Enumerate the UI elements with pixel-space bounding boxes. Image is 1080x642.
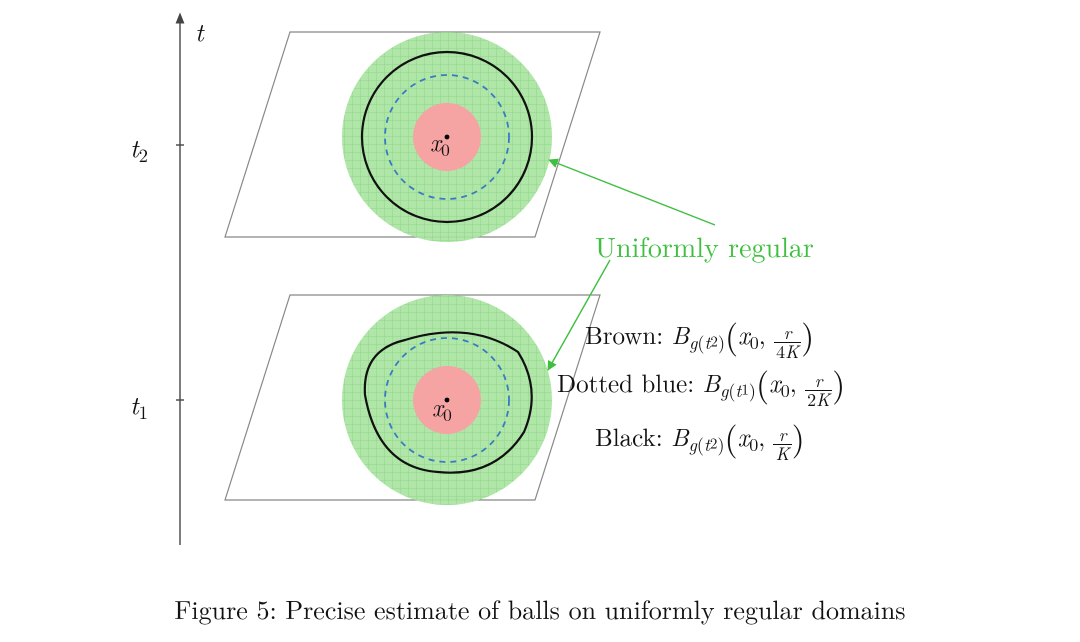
figure-caption: Figure 5: Precise estimate of balls on u…	[0, 590, 1080, 627]
uniformly-regular-label: Uniformly regular	[595, 226, 814, 266]
figure-svg	[0, 0, 1080, 642]
x0-label-bottom: x0	[432, 389, 452, 427]
legend-line-1: Dotted blue: Bg(t1)(x0, r2K)	[557, 358, 845, 409]
tick-label-t2: t2	[130, 128, 148, 168]
tick-label-t1: t1	[130, 385, 148, 425]
legend-line-0: Brown: Bg(t2)(x0, r4K)	[585, 310, 814, 361]
axis-label-t: t	[195, 12, 204, 49]
legend-line-2: Black: Bg(t2)(x0, rK)	[595, 412, 805, 463]
uniform-arrow-0	[549, 160, 715, 225]
x0-label-top: x0	[430, 124, 450, 162]
